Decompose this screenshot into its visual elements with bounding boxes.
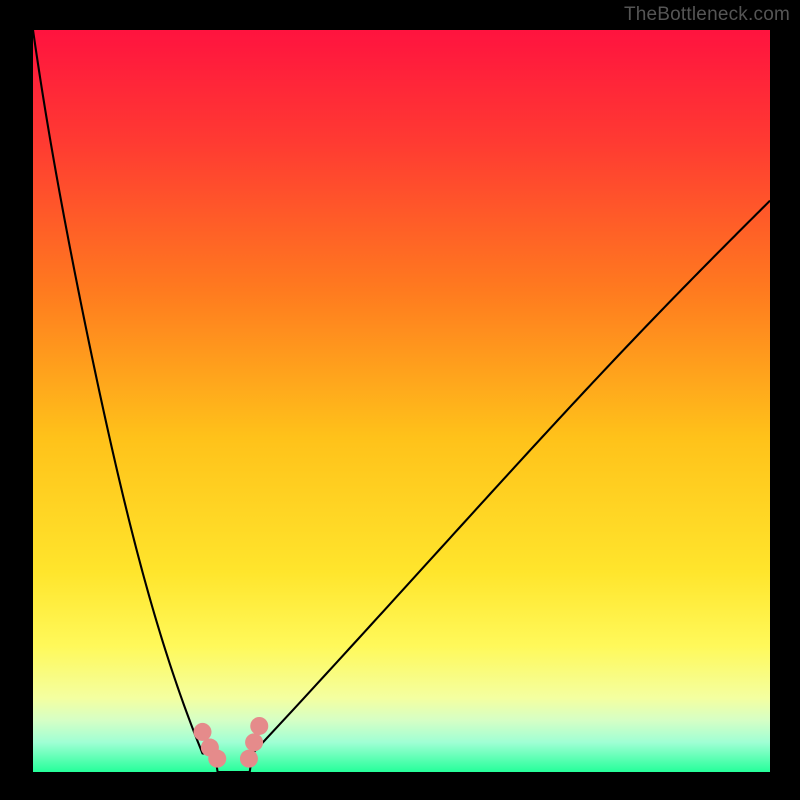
bottleneck-plot — [0, 0, 800, 800]
plot-background — [33, 30, 770, 772]
valley-marker — [208, 750, 226, 768]
valley-marker — [240, 750, 258, 768]
chart-container: TheBottleneck.com — [0, 0, 800, 800]
valley-marker — [245, 733, 263, 751]
valley-marker — [250, 717, 268, 735]
watermark: TheBottleneck.com — [624, 4, 790, 26]
valley-marker — [194, 723, 212, 741]
